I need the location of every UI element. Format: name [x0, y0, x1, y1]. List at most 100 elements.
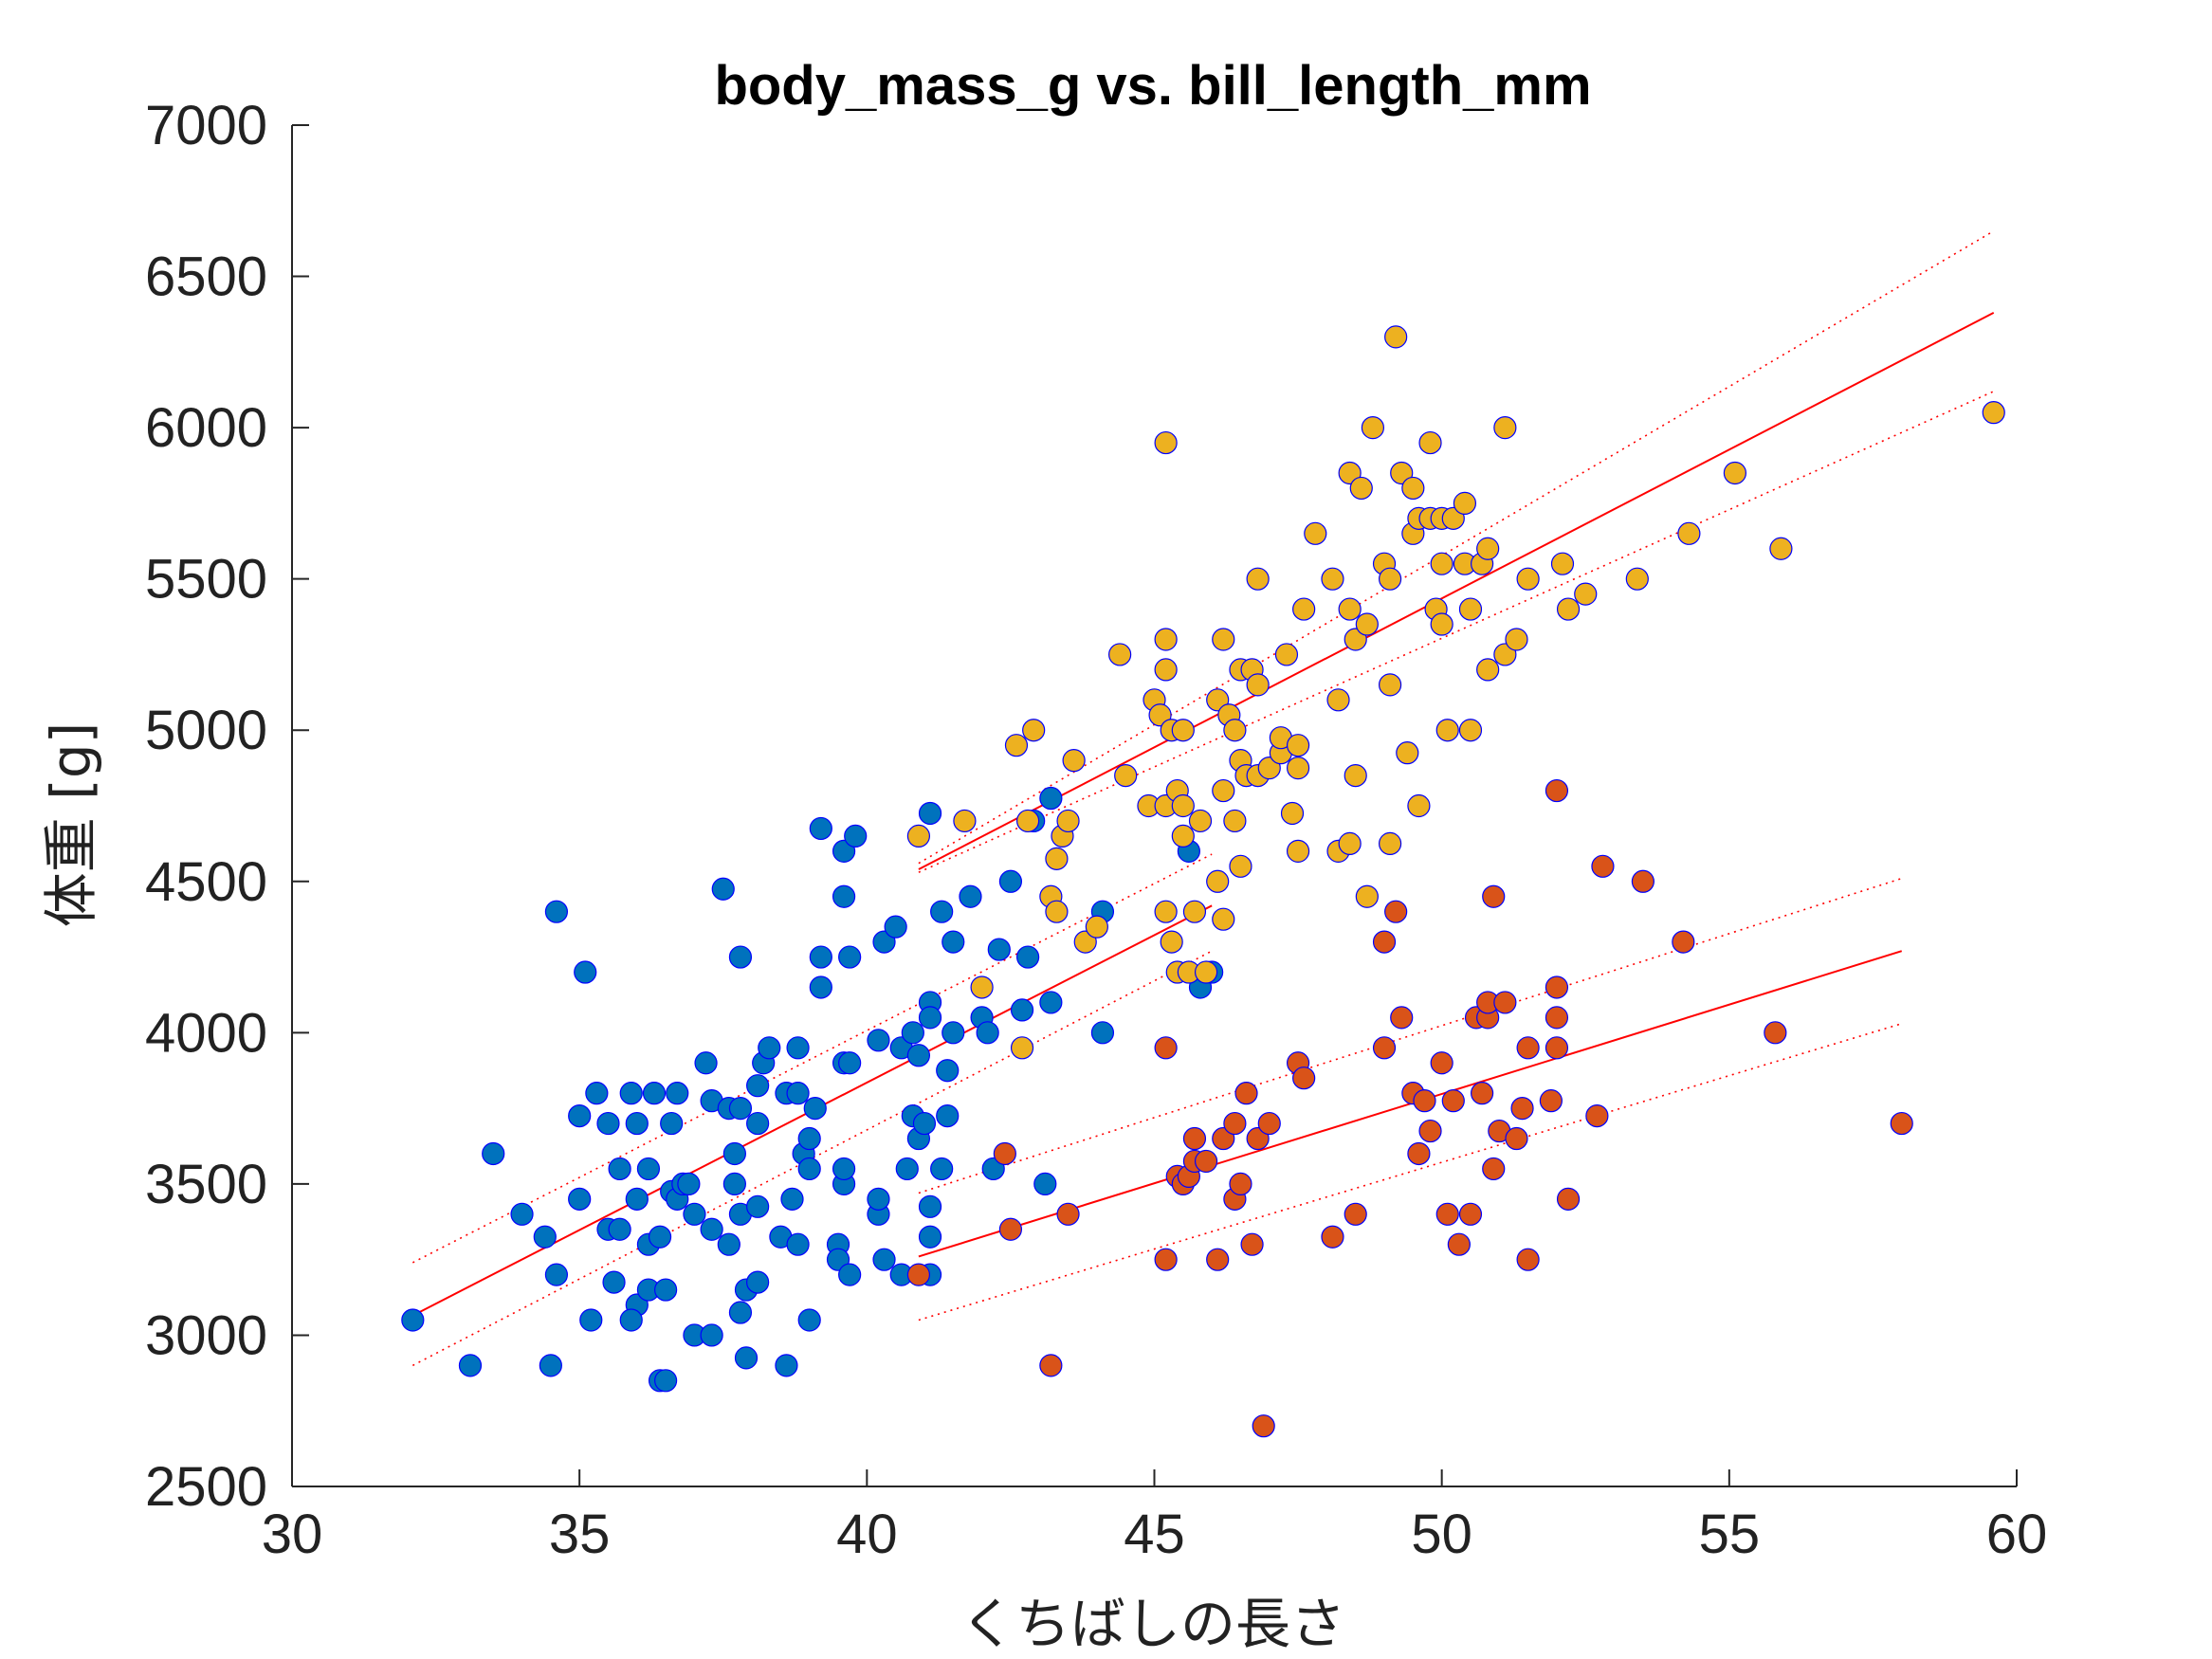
- data-points: [401, 325, 2005, 1438]
- data-point: [1326, 688, 1350, 712]
- data-point: [1234, 1082, 1258, 1105]
- data-point: [918, 801, 942, 826]
- data-point: [1413, 1089, 1436, 1113]
- data-point: [1372, 1036, 1397, 1060]
- x-tick-label: 50: [1411, 1504, 1472, 1565]
- data-point: [608, 1157, 631, 1181]
- axes: 30 35 40 45 50 55 60 2500 3000 3500 4000 4500 5000 55…: [145, 95, 2047, 1565]
- data-point: [1396, 741, 1419, 765]
- data-point: [884, 915, 907, 939]
- fit-line: [918, 311, 1995, 870]
- data-point: [596, 1111, 620, 1136]
- data-point: [636, 1157, 661, 1181]
- data-point: [717, 1232, 740, 1256]
- data-point: [1154, 1036, 1178, 1060]
- data-point: [1516, 567, 1540, 591]
- data-point: [1212, 778, 1235, 803]
- data-point: [625, 1111, 649, 1136]
- x-tick-label: 60: [1986, 1504, 2048, 1565]
- data-point: [959, 884, 982, 908]
- data-point: [797, 1157, 821, 1181]
- data-point: [1154, 430, 1178, 455]
- data-point: [1890, 1111, 1913, 1136]
- data-point: [1407, 793, 1431, 818]
- data-point: [1458, 1202, 1483, 1226]
- data-point: [1441, 1089, 1465, 1113]
- data-point: [1435, 1202, 1459, 1226]
- data-point: [1545, 778, 1569, 803]
- data-point: [1677, 521, 1701, 545]
- data-point: [1338, 597, 1362, 621]
- data-point: [803, 1097, 827, 1121]
- data-point: [1458, 719, 1483, 742]
- data-point: [1516, 1248, 1540, 1271]
- data-point: [786, 1232, 810, 1256]
- data-point: [1114, 763, 1138, 788]
- data-point: [1292, 1066, 1316, 1090]
- data-point: [1062, 749, 1086, 773]
- data-point: [1344, 1202, 1367, 1226]
- data-point: [1171, 824, 1195, 848]
- data-point: [1476, 658, 1500, 682]
- data-point: [912, 1111, 937, 1136]
- data-point: [1384, 325, 1408, 349]
- data-point: [1045, 900, 1069, 923]
- data-point: [1206, 869, 1230, 893]
- data-point: [1182, 1126, 1207, 1151]
- y-tick-label: 4500: [145, 851, 267, 913]
- data-point: [1212, 907, 1235, 931]
- data-point: [832, 884, 856, 908]
- data-point: [1223, 809, 1247, 833]
- y-axis-label: 体重 [g]: [39, 722, 103, 928]
- data-point: [1016, 809, 1040, 833]
- data-point: [1154, 900, 1178, 923]
- data-point: [746, 1270, 770, 1294]
- data-point: [1090, 1021, 1115, 1045]
- data-point: [1545, 1036, 1569, 1060]
- x-tick-label: 55: [1699, 1504, 1761, 1565]
- data-point: [746, 1074, 770, 1098]
- data-point: [1182, 900, 1207, 923]
- data-point: [1085, 915, 1108, 939]
- data-point: [797, 1308, 821, 1332]
- data-point: [941, 1021, 965, 1045]
- data-point: [482, 1141, 505, 1166]
- y-tick-label: 5500: [145, 549, 267, 611]
- data-point: [1453, 491, 1477, 515]
- data-point: [786, 1082, 810, 1105]
- data-point: [1982, 401, 2005, 425]
- data-point: [758, 1036, 781, 1060]
- data-point: [1493, 416, 1517, 440]
- confidence-bound-lower: [918, 391, 1995, 873]
- data-point: [1418, 1119, 1442, 1143]
- data-point: [895, 1157, 919, 1181]
- data-point: [568, 1103, 592, 1128]
- data-point: [1286, 839, 1310, 863]
- data-point: [1430, 552, 1453, 575]
- data-point: [809, 945, 832, 969]
- data-point: [930, 1157, 954, 1181]
- data-point: [1407, 1141, 1431, 1166]
- data-point: [648, 1225, 672, 1249]
- data-point: [654, 1278, 678, 1302]
- data-point: [1556, 597, 1581, 621]
- data-point: [1505, 1126, 1528, 1151]
- x-tick-label: 30: [262, 1504, 323, 1565]
- data-point: [780, 1187, 804, 1211]
- data-point: [1545, 975, 1569, 999]
- data-point: [1390, 1006, 1414, 1030]
- data-point: [1212, 628, 1235, 651]
- data-point: [1401, 476, 1425, 501]
- data-point: [677, 1172, 701, 1195]
- data-point: [809, 975, 832, 999]
- data-point: [1723, 461, 1746, 485]
- data-point: [918, 1225, 942, 1249]
- data-point: [1022, 719, 1046, 742]
- data-point: [1016, 945, 1040, 969]
- data-point: [1378, 831, 1402, 855]
- data-point: [1361, 416, 1385, 440]
- data-point: [775, 1354, 798, 1377]
- x-tick-label: 45: [1124, 1504, 1185, 1565]
- data-point: [1033, 1172, 1057, 1195]
